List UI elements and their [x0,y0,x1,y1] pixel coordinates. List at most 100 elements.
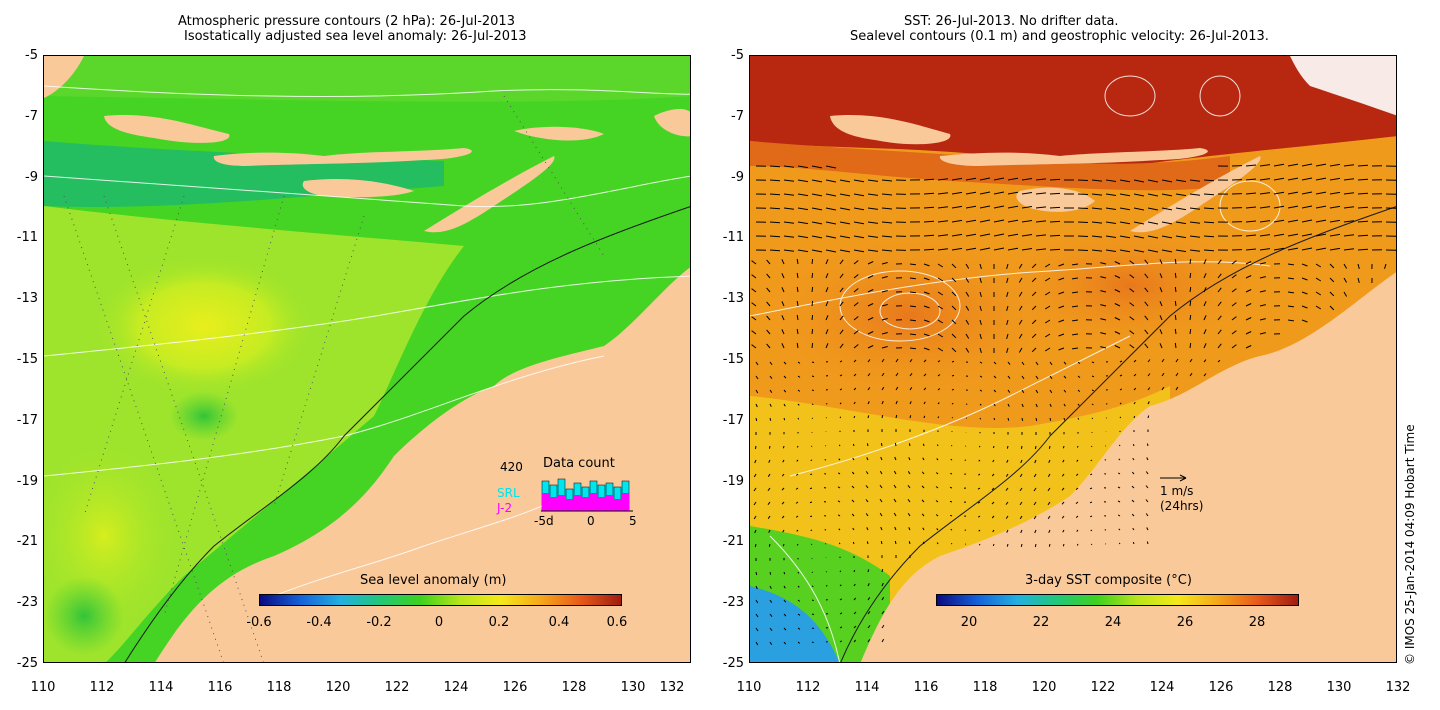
velocity-arrow [1315,247,1327,251]
velocity-arrow [853,179,865,183]
velocity-arrow [1031,347,1037,353]
velocity-arrow [754,543,757,548]
velocity-arrow [783,389,787,393]
velocity-arrow [1031,305,1037,311]
velocity-arrow [781,329,785,335]
velocity-arrow [811,249,823,253]
velocity-arrow [1006,319,1009,326]
sla-colorbar-tick: 0.4 [548,615,570,630]
velocity-arrow [1129,274,1135,279]
velocity-arrow [965,319,970,325]
velocity-arrow [1076,529,1079,532]
velocity-arrow [881,582,884,587]
velocity-arrow [797,417,800,420]
velocity-arrow [1231,302,1237,307]
velocity-arrow [1100,290,1107,293]
velocity-arrow [781,273,785,279]
velocity-arrow [1049,234,1061,237]
velocity-arrow [1315,163,1327,167]
j2-count-bar [574,495,581,511]
velocity-arrow [923,319,930,323]
sla-colorbar-title: Sea level anomaly (m) [360,573,507,588]
velocity-arrow [1047,473,1051,478]
velocity-arrow [1144,315,1149,321]
velocity-arrow [867,639,871,643]
velocity-arrow [1343,263,1348,269]
velocity-arrow [769,235,781,238]
velocity-arrow [951,360,955,363]
velocity-arrow [811,165,823,169]
velocity-arrow [935,500,939,503]
velocity-arrow [769,389,773,393]
velocity-arrow [1273,177,1285,181]
velocity-arrow [755,571,758,576]
velocity-arrow [853,260,859,265]
velocity-arrow [1091,179,1103,182]
velocity-arrow [1077,179,1089,181]
velocity-arrow [881,414,884,419]
velocity-arrow [923,401,926,405]
velocity-arrow [1161,221,1173,225]
velocity-arrow [781,343,785,349]
velocity-arrow [1357,192,1369,195]
velocity-arrow [838,458,841,461]
velocity-arrow [1114,317,1121,321]
velocity-arrow [1119,207,1131,211]
velocity-arrow [769,193,781,196]
velocity-arrow [922,527,925,531]
velocity-arrow [839,179,851,183]
velocity-arrow [1245,317,1252,321]
velocity-arrow [993,233,1005,237]
velocity-arrow [1089,501,1093,504]
velocity-arrow [951,402,954,405]
velocity-arrow [1044,263,1051,268]
velocity-arrow [881,610,885,615]
velocity-arrow [1007,375,1011,379]
velocity-arrow [769,165,781,168]
velocity-arrow [783,599,787,603]
velocity-arrow [1044,347,1051,352]
velocity-arrow [879,512,883,517]
velocity-arrow [1044,277,1051,282]
j2-count-bar [622,493,629,511]
right-ytick: -7 [731,109,744,124]
velocity-arrow [866,457,869,461]
velocity-arrow [1133,179,1145,183]
velocity-arrow [825,221,837,225]
velocity-arrow [796,342,799,349]
velocity-arrow [1175,249,1187,253]
velocity-arrow [853,415,856,419]
sla-map [43,55,691,663]
velocity-arrow [879,498,883,503]
j2-count-bar [614,499,621,511]
velocity-arrow [867,303,874,307]
velocity-arrow [1077,375,1081,378]
velocity-arrow [811,417,814,419]
velocity-arrow [1062,543,1065,547]
velocity-arrow [937,234,949,237]
velocity-arrow [1076,543,1079,546]
velocity-arrow [1105,235,1117,238]
sla-australia-land [155,267,690,662]
velocity-arrow [881,624,885,629]
velocity-arrow [783,585,786,589]
velocity-arrow [1273,163,1285,167]
velocity-arrow [1245,178,1257,181]
left-ytick: -13 [16,291,38,306]
sst-java-land [830,115,951,145]
velocity-arrow [1018,263,1023,269]
sla-lesser-sunda-land [213,148,472,166]
velocity-arrow [950,542,953,545]
velocity-arrow [1343,178,1355,181]
velocity-arrow [783,249,795,252]
velocity-arrow [1007,177,1019,181]
right-ytick: -23 [722,595,744,610]
velocity-arrow [1217,273,1222,279]
velocity-arrow [1021,206,1033,209]
velocity-arrow [769,627,773,631]
velocity-arrow [1315,233,1327,237]
velocity-arrow [755,417,758,422]
velocity-arrow [937,248,949,251]
velocity-arrow [1114,275,1121,279]
velocity-arrow [965,277,970,283]
